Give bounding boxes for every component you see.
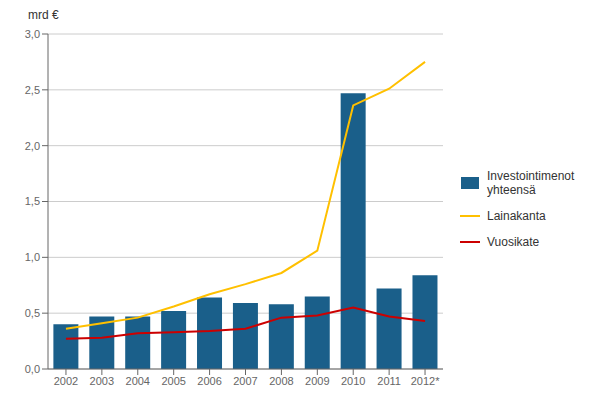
svg-text:2012*: 2012* <box>411 375 440 387</box>
svg-text:2008: 2008 <box>269 375 293 387</box>
svg-text:2,5: 2,5 <box>25 84 40 96</box>
html-text:Vuosikate: Vuosikate <box>487 235 540 249</box>
svg-text:2007: 2007 <box>233 375 257 387</box>
svg-text:2006: 2006 <box>197 375 221 387</box>
html-text:Investointimenot: Investointimenot <box>487 169 575 183</box>
html-text:Lainakanta: Lainakanta <box>487 209 546 223</box>
svg-text:2002: 2002 <box>54 375 78 387</box>
html-text:yhteensä: yhteensä <box>487 183 536 197</box>
html-text:mrd €: mrd € <box>28 8 59 22</box>
svg-text:1,5: 1,5 <box>25 195 40 207</box>
svg-text:3,0: 3,0 <box>25 28 40 40</box>
svg-text:0,0: 0,0 <box>25 363 40 375</box>
svg-text:2009: 2009 <box>305 375 329 387</box>
svg-text:2011: 2011 <box>377 375 401 387</box>
svg-text:2005: 2005 <box>161 375 185 387</box>
svg-text:2004: 2004 <box>126 375 150 387</box>
svg-text:2003: 2003 <box>90 375 114 387</box>
svg-text:2,0: 2,0 <box>25 140 40 152</box>
svg-text:1,0: 1,0 <box>25 251 40 263</box>
svg-text:2010: 2010 <box>341 375 365 387</box>
svg-text:0,5: 0,5 <box>25 307 40 319</box>
